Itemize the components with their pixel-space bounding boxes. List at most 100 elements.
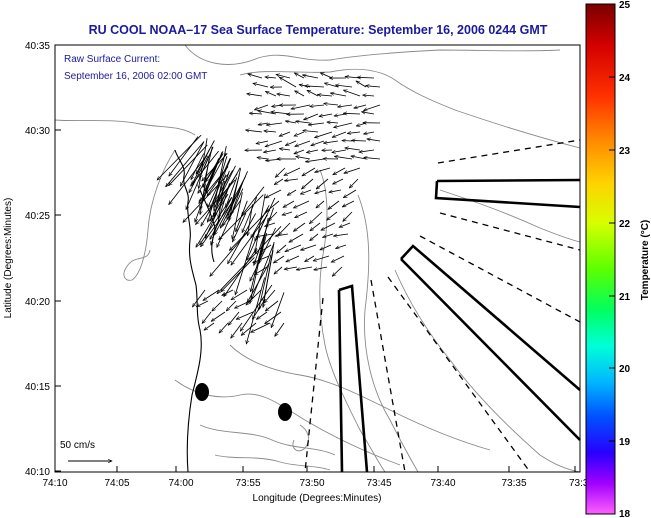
- current-vector-arrow: [265, 189, 282, 199]
- current-vector-arrow: [231, 180, 244, 215]
- current-vector-arrow: [286, 255, 300, 263]
- bathymetry-contours: [54, 44, 581, 473]
- contour-line: [229, 344, 491, 451]
- current-vector-arrow: [309, 211, 323, 224]
- current-vector-arrow: [201, 191, 241, 247]
- plot-frame: [54, 44, 581, 473]
- current-vector-arrow: [303, 131, 319, 133]
- current-vector-arrow: [236, 311, 254, 320]
- y-tick-label: 40:35: [25, 41, 50, 52]
- contour-line: [184, 44, 561, 65]
- temperature-colorbar: 25 24 23 22 21 20 19 18 Temperature (°C): [585, 0, 651, 518]
- current-vector-arrow: [310, 233, 319, 241]
- current-vector-arrow: [323, 140, 339, 143]
- current-vector-arrow: [305, 86, 325, 87]
- plot-area: Raw Surface Current: September 16, 2006 …: [54, 44, 581, 473]
- current-vector-arrow: [362, 112, 375, 115]
- current-vector-arrow: [331, 255, 345, 263]
- colorbar-tick-label: 21: [619, 292, 631, 303]
- current-vector-arrow: [327, 122, 339, 123]
- current-vector-arrow: [265, 91, 277, 97]
- current-vector-arrow: [226, 177, 238, 207]
- current-vector-arrow: [291, 104, 311, 109]
- current-annotation-line2: September 16, 2006 02:00 GMT: [64, 71, 207, 82]
- current-vector-arrow: [246, 130, 263, 133]
- current-vector-arrow: [166, 141, 205, 187]
- current-vector-arrow: [169, 144, 208, 186]
- current-annotation-line1: Raw Surface Current:: [64, 54, 160, 65]
- shipping-lanes: [304, 139, 581, 473]
- colorbar-tick-label: 22: [619, 219, 631, 230]
- contour-line: [199, 424, 336, 456]
- y-axis-label: Latitude (Degrees:Minutes): [3, 198, 14, 319]
- current-vector-arrow: [259, 232, 268, 263]
- current-vector-arrow: [304, 113, 319, 120]
- current-vector-arrow: [263, 250, 274, 302]
- current-vector-arrow: [221, 257, 255, 291]
- current-vector-arrow: [277, 94, 291, 97]
- current-vector-arrow: [251, 322, 271, 333]
- contour-line: [214, 454, 331, 471]
- current-vector-arrow: [330, 93, 347, 97]
- current-vector-arrow: [354, 104, 367, 108]
- current-vector-arrow: [276, 74, 291, 79]
- contour-line: [292, 424, 310, 452]
- current-vector-arrow: [284, 167, 301, 176]
- x-tick-label: 74:10: [42, 478, 67, 489]
- current-vector-arrow: [289, 233, 304, 243]
- current-vector-arrow: [283, 200, 295, 208]
- current-vector-arrow: [328, 200, 340, 209]
- current-vector-arrow: [366, 86, 381, 87]
- current-vector-arrow: [317, 95, 333, 96]
- x-tick-label: 73:55: [235, 478, 260, 489]
- current-vector-arrow: [202, 311, 212, 324]
- y-tick-label: 40:30: [25, 126, 50, 137]
- y-tick-label: 40:25: [25, 211, 50, 222]
- current-vector-arrow: [342, 200, 355, 208]
- colorbar-tick-label: 19: [619, 437, 631, 448]
- current-vector-arrow: [227, 174, 240, 220]
- current-vector-arrow: [279, 149, 291, 150]
- contour-line: [394, 269, 581, 473]
- plot-background: [55, 45, 580, 472]
- current-vector-arrow: [241, 197, 258, 232]
- current-vector-arrow: [334, 122, 353, 128]
- colorbar-tick-label: 20: [619, 364, 631, 375]
- current-vector-arrow: [352, 140, 367, 141]
- current-vector-arrow: [235, 300, 251, 309]
- current-vector-arrow: [279, 76, 297, 88]
- current-vector-arrow: [274, 266, 283, 274]
- shipping-lane-southeast-solid: [400, 244, 581, 441]
- current-vector-arrow: [319, 113, 333, 116]
- current-vector-arrow: [285, 140, 297, 146]
- current-vector-arrow: [335, 85, 353, 88]
- contour-line: [123, 149, 176, 281]
- x-tick-label: 74:00: [168, 478, 193, 489]
- current-vector-arrow: [336, 244, 347, 249]
- current-vector-arrow: [200, 159, 210, 214]
- current-vector-arrow: [211, 311, 226, 321]
- y-axis: 40:35 40:30 40:25 40:20 40:15 40:10 Lati…: [3, 41, 61, 478]
- surface-current-vectors: [157, 72, 381, 344]
- current-vector-arrow: [308, 123, 325, 125]
- current-vector-arrow: [275, 322, 285, 336]
- x-tick-label: 73:45: [366, 478, 391, 489]
- current-vector-arrow: [315, 189, 327, 194]
- current-vector-arrow: [265, 140, 283, 147]
- map-title: RU COOL NOAA–17 Sea Surface Temperature:…: [89, 23, 548, 37]
- current-vector-arrow: [264, 149, 277, 152]
- current-vector-arrow: [295, 140, 311, 147]
- current-vector-arrow: [339, 222, 351, 227]
- current-vector-arrow: [296, 156, 311, 160]
- current-vector-arrow: [305, 158, 325, 162]
- current-vector-arrow: [320, 244, 332, 251]
- current-vector-arrow: [334, 156, 353, 160]
- current-vector-arrow: [211, 183, 231, 245]
- current-vector-arrow: [192, 289, 206, 307]
- current-vector-arrow: [279, 131, 291, 136]
- current-vector-arrow: [231, 214, 268, 265]
- colorbar-gradient: [585, 3, 616, 515]
- current-vector-arrow: [285, 121, 297, 123]
- current-vector-arrow: [314, 266, 328, 270]
- current-vector-arrow: [226, 300, 237, 311]
